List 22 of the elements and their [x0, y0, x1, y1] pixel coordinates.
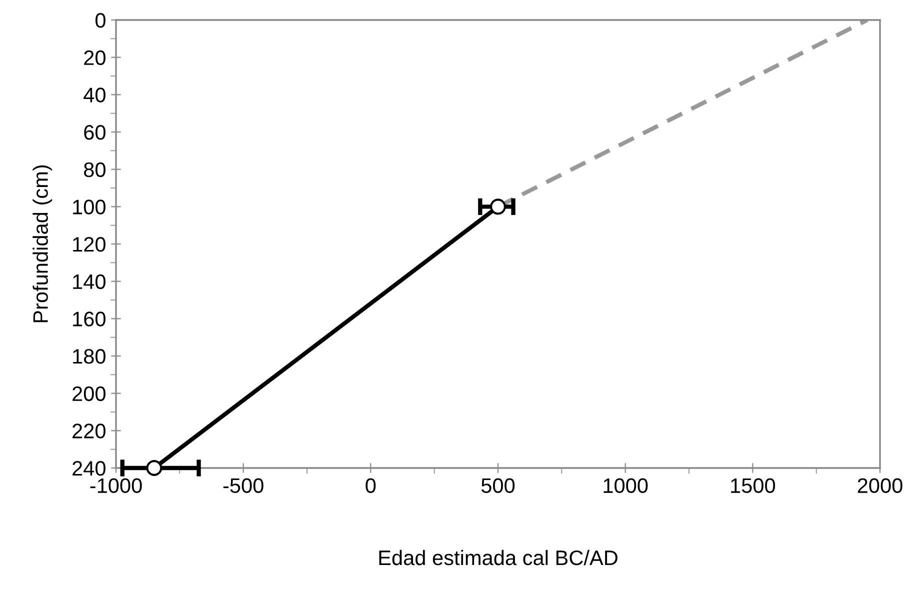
y-tick-label: 240	[72, 461, 106, 476]
y-tick-label: 80	[84, 162, 106, 178]
x-tick-label: 2000	[858, 478, 902, 494]
y-tick-label: 200	[72, 386, 106, 402]
y-tick-label: 180	[73, 349, 106, 364]
y-tick-label: 160	[73, 312, 106, 326]
y-tick-label: 120	[73, 237, 106, 252]
y-axis-title: Profundidad (cm)	[32, 165, 52, 322]
y-tick-label: 60	[84, 125, 106, 140]
x-tick-label: 0	[366, 478, 376, 494]
x-tick-label: -1000	[90, 478, 142, 494]
y-tick-label: 140	[73, 274, 106, 290]
y-tick-label: 40	[84, 88, 106, 102]
y-tick-label: 0	[96, 13, 106, 28]
x-tick-label: 1500	[731, 478, 776, 494]
x-tick-label: 1000	[604, 478, 648, 494]
y-tick-label: 20	[84, 50, 106, 66]
y-tick-label: 220	[72, 424, 106, 438]
x-tick-label: -500	[223, 478, 264, 494]
y-tick-label: 100	[73, 200, 106, 214]
x-tick-label: 500	[481, 478, 515, 494]
x-axis-title: Edad estimada cal BC/AD	[379, 550, 618, 566]
